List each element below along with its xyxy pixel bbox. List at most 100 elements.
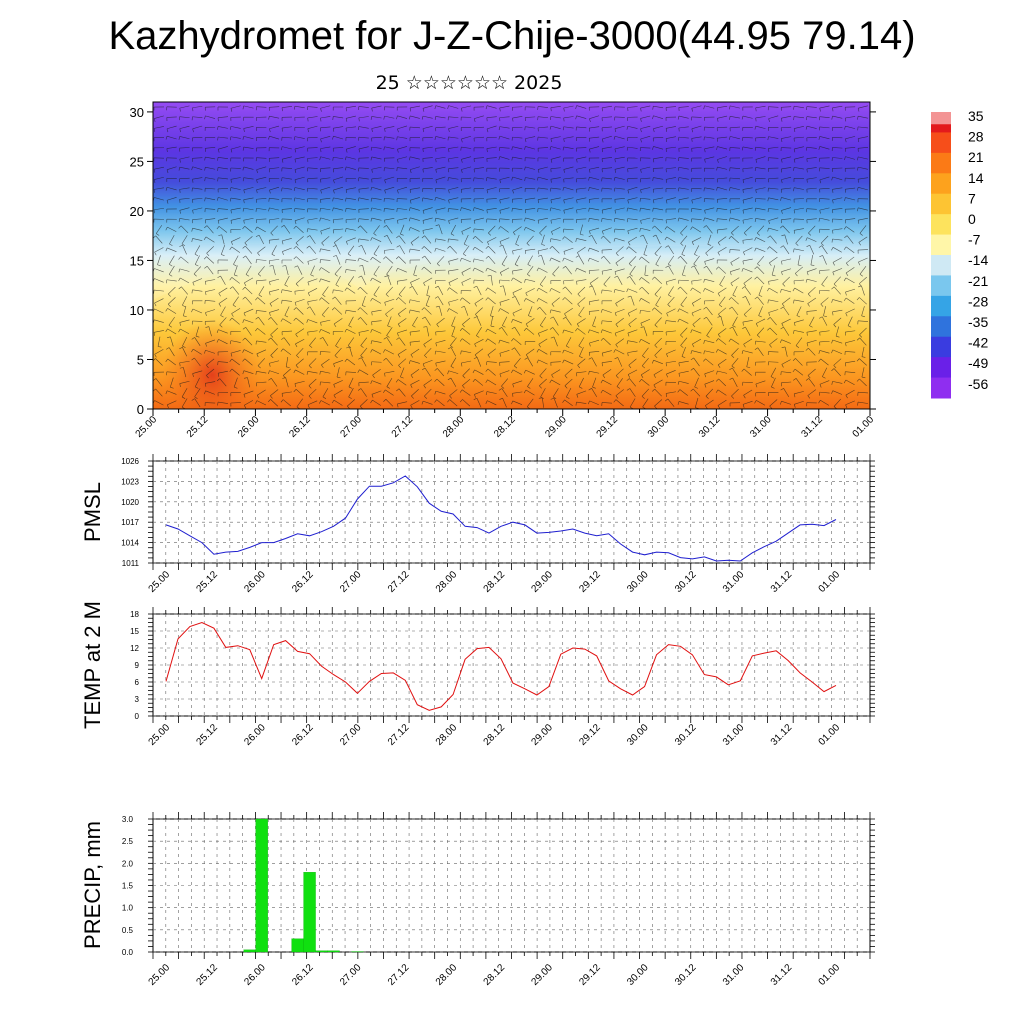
x-tick-label: 25.00 [147,722,173,748]
colorbar-label: -7 [968,232,981,248]
y-tick-label: 1020 [121,498,139,507]
precip-bar [303,872,316,953]
y-tick-label: 30 [130,105,144,120]
precip-bar [327,950,340,953]
y-tick-label: 6 [135,678,140,687]
x-tick-label: 27.12 [386,569,412,595]
x-tick-label: 30.12 [673,569,699,595]
x-tick-label: 31.00 [721,962,747,988]
colorbar-swatch [931,295,951,317]
x-tick-label: 28.12 [482,569,508,595]
y-tick-label: 1.5 [122,882,134,891]
x-tick-label: 27.00 [339,414,365,440]
x-tick-label: 31.00 [721,722,747,748]
colorbar-label: -49 [968,355,988,371]
x-tick-label: 30.00 [625,962,651,988]
panel-grid [153,460,870,564]
x-tick-label: 31.00 [721,569,747,595]
x-tick-label: 29.12 [595,414,621,440]
colorbar-label: -56 [968,376,988,392]
y-tick-label: 0.0 [122,948,134,957]
colorbar-label: 14 [968,170,984,186]
colorbar-swatch [931,193,951,215]
x-tick-label: 29.00 [530,722,556,748]
colorbar-swatch [931,214,951,236]
x-tick-label: 26.00 [242,962,268,988]
x-tick-label: 31.12 [769,962,795,988]
pmsl-panel: 1011 1014 1017 1020 1023 1026 PMSL 25.00 25.12 26… [80,454,875,595]
x-tick-label: 30.12 [673,962,699,988]
precip-bar [315,950,328,953]
x-tick-label: 28.12 [492,414,518,440]
y-tick-label: 0 [135,712,140,721]
colorbar-swatch [931,234,951,256]
colorbar-swatch [931,357,951,379]
colorbar-label: 7 [968,190,976,206]
colorbar: 35 28 21 14 7 0 -7 -14 -21 -28 -35 -42 -49 -56 [931,108,988,399]
warm-anomaly [162,320,262,409]
colorbar-label: -28 [968,293,988,309]
x-tick-label: 30.00 [625,722,651,748]
y-tick-label: 5 [137,352,144,367]
y-tick-label: 1026 [121,457,139,466]
x-tick-label: 30.12 [673,722,699,748]
x-tick-label: 25.00 [147,962,173,988]
y-tick-label: 3.0 [122,815,134,824]
x-tick-label: 25.12 [185,414,211,440]
colorbar-swatch [931,173,951,195]
colorbar-label: 21 [968,149,984,165]
y-tick-label: 1011 [122,559,140,568]
colorbar-swatch [931,336,951,358]
y-tick-label: 2.5 [122,837,134,846]
precip-panel: 0.0 0.5 1.0 1.5 2.0 2.5 3.0 PRECIP, mm 25.00 25.1… [80,812,875,988]
y-tick-label: 10 [130,303,144,318]
colorbar-label: -14 [968,252,988,268]
x-tick-label: 27.12 [386,722,412,748]
y-tick-label: 18 [130,610,139,619]
x-tick-label: 27.00 [338,569,364,595]
x-tick-label: 27.12 [386,962,412,988]
precip-bar [291,938,304,953]
x-tick-label: 27.00 [338,962,364,988]
colorbar-label: 35 [968,108,984,124]
y-tick-label: 25 [130,154,144,169]
x-tick-label: 26.00 [242,722,268,748]
wind-arrows [153,105,869,409]
y-tick-label: 1023 [121,477,139,486]
y-tick-label: 1014 [121,539,139,548]
temp-panel: 0 3 6 9 12 15 18 TEMP at 2 M 25.00 25.12 26.00 26.1… [80,601,875,748]
x-tick-label: 25.12 [195,722,221,748]
x-tick-label: 27.12 [390,414,416,440]
y-tick-label: 9 [135,661,140,670]
y-tick-label: 1017 [121,518,139,527]
x-tick-label: 01.00 [817,569,843,595]
y-axis-label: PMSL [80,482,105,542]
x-tick-label: 28.00 [441,414,467,440]
x-tick-label: 29.00 [530,569,556,595]
y-tick-label: 15 [130,627,139,636]
x-tick-label: 26.12 [290,962,316,988]
x-tick-label: 26.00 [242,569,268,595]
x-tick-label: 25.00 [147,569,173,595]
x-tick-label: 25.12 [195,962,221,988]
series-line [165,475,837,562]
x-tick-label: 28.00 [434,569,460,595]
colorbar-label: 28 [968,129,984,145]
x-tick-label: 29.12 [577,962,603,988]
x-tick-label: 27.00 [338,722,364,748]
x-tick-label: 25.12 [195,569,221,595]
precip-bar [243,949,256,953]
y-axis-label: TEMP at 2 M [80,601,105,729]
page-title: Kazhydromet for J-Z-Chije-3000(44.95 79.… [108,14,916,58]
colorbar-label: -35 [968,314,988,330]
colorbar-label: -21 [968,273,988,289]
y-axis-label: PRECIP, mm [80,821,105,949]
y-tick-label: 15 [130,253,144,268]
x-tick-label: 01.00 [817,962,843,988]
x-tick-label: 26.12 [290,569,316,595]
precip-bar [255,818,268,953]
x-tick-label: 28.12 [482,962,508,988]
x-tick-label: 25.00 [134,414,160,440]
y-tick-label: 3 [135,695,140,704]
x-tick-label: 30.00 [646,414,672,440]
